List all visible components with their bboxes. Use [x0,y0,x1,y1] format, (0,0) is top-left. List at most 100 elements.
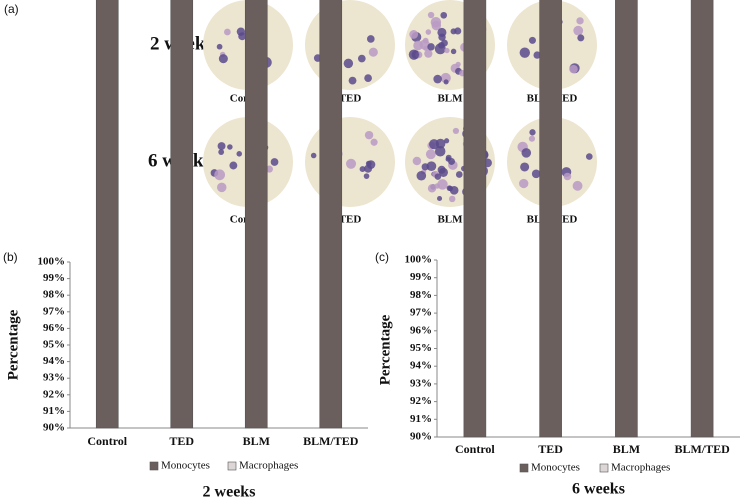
y-tick-label: 94% [43,355,65,367]
image-caption: TED [339,214,362,226]
cell [217,142,226,151]
chart-title: 6 weeks [572,481,625,498]
bar-segment [615,0,638,438]
cell [586,153,593,160]
cell [218,149,225,155]
cell [366,35,375,43]
y-tick-label: 93% [43,372,65,384]
cell [434,173,442,180]
cell [408,49,420,60]
chart-title: 2 weeks [203,484,256,501]
cell [270,158,279,166]
cell [357,54,366,63]
cell [569,64,578,74]
panel-label: (b) [3,250,18,264]
y-tick-label: 94% [410,360,432,372]
cell [519,178,529,189]
panel-label: (c) [375,250,389,264]
x-tick-label: BLM [613,442,640,456]
cell [434,146,446,157]
x-tick-label: BLM/TED [303,434,359,448]
cell [436,195,443,202]
legend-label: Monocytes [531,462,580,474]
cell [431,20,442,31]
cell [425,149,436,160]
cell [438,167,448,177]
y-tick-label: 98% [43,289,65,301]
y-tick-label: 93% [410,377,432,389]
cell [455,61,461,67]
y-tick-label: 99% [410,271,432,283]
cell [454,27,462,35]
cell [216,182,227,193]
cell [216,43,223,50]
cell [224,28,231,36]
cell [368,47,378,57]
cell [573,25,584,36]
cell [427,43,435,51]
cell [444,138,450,144]
cell [531,169,541,179]
legend-label: Macrophages [239,460,298,472]
image-caption: BLM [437,93,463,105]
cell [416,170,427,181]
cell [437,27,447,37]
cell [576,17,584,25]
cell [229,161,238,170]
cell [437,179,448,190]
cell [533,51,541,59]
cell [427,11,435,19]
x-tick-label: Control [455,442,495,456]
y-tick-label: 100% [405,254,433,266]
cell [346,158,357,169]
micrograph [305,0,395,90]
cell [425,29,432,35]
cell [421,163,429,171]
cell [427,184,437,193]
cell [364,164,373,173]
y-tick-label: 90% [410,431,432,443]
cell [529,129,536,136]
y-tick-label: 90% [43,422,65,434]
bar-segment [690,0,714,438]
cell [348,76,357,85]
cell [419,39,430,50]
cell [520,162,530,172]
x-tick-label: Control [87,434,127,448]
cell [359,166,366,173]
cell [433,74,442,84]
cell [528,135,536,142]
legend-label: Macrophages [611,462,670,474]
cell [364,74,372,82]
cell [519,47,530,58]
panel-label: (a) [4,2,19,16]
cell [426,161,437,172]
y-tick-label: 98% [410,289,432,301]
cell [440,72,451,84]
cell [528,36,536,44]
y-tick-label: 95% [43,339,65,351]
bar-segment [244,0,268,429]
y-axis-label: Percentage [5,309,21,380]
bar-segment [463,0,487,438]
cell [444,47,450,54]
bar-segment [95,0,119,429]
y-tick-label: 97% [43,305,65,317]
cell [227,144,233,150]
cell [236,151,243,157]
y-tick-label: 100% [38,256,66,268]
cell [448,195,456,203]
y-tick-label: 97% [410,307,432,319]
cell [343,58,354,69]
x-tick-label: BLM [243,434,270,448]
cell [452,127,460,135]
x-tick-label: TED [538,442,563,456]
cell [265,165,273,173]
bar-segment [319,0,343,429]
cell [214,169,226,181]
cell [218,54,228,64]
image-caption: BLM [437,214,463,226]
cell [434,183,440,189]
bar-segment [539,0,562,438]
